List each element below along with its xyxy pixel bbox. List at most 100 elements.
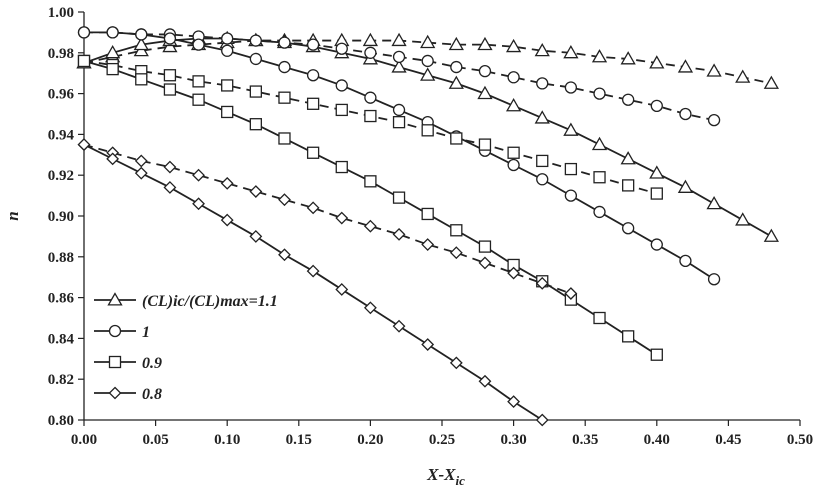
- data-point-circle: [249, 34, 262, 47]
- data-point-square: [421, 207, 434, 221]
- legend-marker-circle: [108, 324, 122, 338]
- data-point-diamond: [421, 238, 435, 251]
- data-point-triangle: [735, 212, 751, 226]
- x-tick-label: 0.20: [357, 432, 383, 448]
- y-tick-label: 0.84: [48, 331, 75, 347]
- y-tick-label: 0.94: [48, 127, 75, 143]
- data-point-triangle: [620, 51, 636, 65]
- series-diamond: [77, 138, 578, 427]
- data-point-diamond: [335, 283, 349, 296]
- data-point-circle: [163, 32, 177, 45]
- data-point-diamond: [220, 213, 234, 227]
- series-circle: [77, 26, 721, 286]
- data-point-diamond: [449, 356, 463, 370]
- data-point-square: [478, 240, 492, 253]
- data-point-circle: [335, 42, 348, 55]
- legend-label: 1: [142, 324, 150, 341]
- data-point-triangle: [677, 59, 694, 73]
- data-point-circle: [278, 36, 291, 49]
- data-point-circle: [707, 113, 721, 127]
- data-point-triangle: [391, 32, 407, 47]
- series-diamond-solid-line: [83, 143, 543, 421]
- data-point-circle: [392, 103, 406, 117]
- data-point-square: [335, 160, 348, 174]
- data-point-triangle: [477, 85, 493, 100]
- x-tick-label: 0.45: [715, 432, 741, 448]
- legend-item-square: 0.9: [94, 355, 162, 372]
- y-axis-title: n: [3, 211, 22, 220]
- data-point-diamond: [564, 287, 578, 300]
- data-point-circle: [306, 38, 320, 51]
- data-point-diamond: [106, 152, 120, 166]
- data-point-circle: [278, 60, 291, 74]
- data-point-square: [221, 79, 234, 92]
- x-tick-label: 0.50: [787, 432, 813, 448]
- data-point-square: [478, 138, 492, 151]
- data-point-diamond: [134, 154, 148, 168]
- data-point-circle: [650, 99, 663, 112]
- data-point-square: [163, 69, 177, 82]
- data-point-square: [507, 146, 520, 159]
- x-axis-title-subscript: ic: [455, 473, 465, 488]
- data-point-triangle: [677, 179, 694, 193]
- data-point-diamond: [421, 338, 435, 351]
- data-point-circle: [249, 52, 262, 66]
- data-point-square: [421, 124, 434, 137]
- data-point-diamond: [507, 395, 521, 409]
- data-point-diamond: [278, 193, 291, 207]
- data-point-circle: [192, 38, 205, 51]
- data-point-diamond: [363, 301, 377, 315]
- series-diamond-dashed-line: [83, 143, 572, 295]
- data-point-diamond: [478, 256, 492, 270]
- data-point-diamond: [134, 166, 148, 180]
- data-point-square: [650, 348, 663, 361]
- data-point-circle: [679, 107, 692, 121]
- y-tick-label: 0.88: [48, 250, 74, 266]
- legend-label: 0.9: [142, 355, 162, 372]
- data-point-circle: [536, 77, 549, 90]
- data-point-diamond: [249, 185, 263, 198]
- data-point-square: [221, 105, 234, 119]
- data-point-square: [335, 103, 348, 117]
- data-point-triangle: [735, 69, 751, 83]
- data-point-triangle: [105, 44, 121, 59]
- data-point-triangle: [563, 44, 579, 59]
- data-point-square: [192, 93, 205, 106]
- data-point-diamond: [249, 229, 263, 243]
- data-point-circle: [221, 44, 234, 57]
- data-point-triangle: [505, 98, 522, 112]
- x-tick-label: 0.30: [500, 432, 526, 448]
- data-point-circle: [221, 32, 234, 45]
- data-point-circle: [478, 65, 492, 78]
- y-axis-ticks: 0.80 0.82 0.84 0.86 0.88 0.90 0.92 0.94 0.96 0.98…: [48, 5, 84, 429]
- y-tick-label: 0.96: [48, 87, 75, 103]
- data-point-diamond: [306, 201, 320, 215]
- legend-item-circle: 1: [94, 324, 150, 341]
- data-point-diamond: [535, 413, 549, 427]
- data-point-circle: [335, 79, 348, 92]
- y-tick-label: 0.90: [48, 209, 74, 225]
- data-point-square: [249, 118, 262, 131]
- data-point-circle: [564, 189, 578, 202]
- data-point-square: [249, 85, 262, 98]
- data-point-circle: [650, 238, 663, 251]
- data-point-circle: [450, 60, 463, 74]
- data-point-circle: [135, 28, 148, 41]
- data-point-circle: [707, 273, 721, 286]
- y-tick-label: 1.00: [48, 5, 74, 21]
- data-point-square: [392, 191, 406, 204]
- y-tick-label: 0.80: [48, 413, 74, 429]
- data-point-square: [650, 187, 663, 200]
- legend-item-diamond: 0.8: [94, 386, 162, 403]
- data-point-triangle: [448, 75, 464, 89]
- data-point-triangle: [362, 32, 379, 47]
- data-point-triangle: [649, 165, 665, 179]
- data-point-triangle: [763, 75, 779, 89]
- data-point-square: [564, 162, 578, 176]
- x-tick-label: 0.25: [429, 432, 455, 448]
- data-point-triangle: [133, 36, 149, 51]
- x-tick-label: 0.00: [71, 432, 97, 448]
- x-axis-title: X-Xic: [426, 465, 465, 488]
- data-point-square: [278, 91, 291, 104]
- data-point-diamond: [478, 374, 492, 388]
